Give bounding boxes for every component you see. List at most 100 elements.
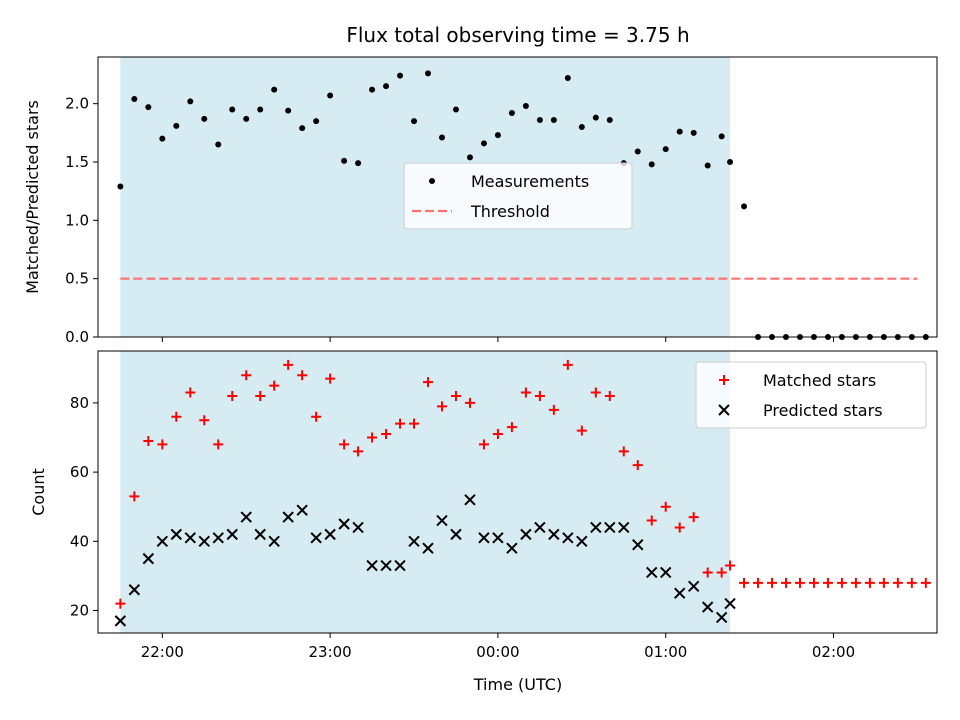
panel-1-point xyxy=(325,373,336,384)
panel-0-point xyxy=(480,140,487,147)
panel-1-y-tick-label: 80 xyxy=(70,394,89,412)
panel-1-point xyxy=(725,560,736,571)
y-axis-label-count: Count xyxy=(29,468,48,516)
panel-0-point xyxy=(522,103,529,109)
panel-1-point xyxy=(576,535,588,548)
panel-0-point xyxy=(466,154,473,161)
panel-1-point xyxy=(604,521,616,534)
panel-1-point xyxy=(450,390,461,401)
panel-0-point xyxy=(383,83,390,90)
panel-1-point xyxy=(590,521,602,534)
panel-1-point xyxy=(254,528,266,541)
x-tick-label: 22:00 xyxy=(141,643,184,661)
panel-1-point xyxy=(632,460,643,471)
panel-1-point xyxy=(268,535,280,548)
panel-1-point xyxy=(506,422,517,433)
panel-0-point xyxy=(355,160,362,167)
panel-1-point xyxy=(906,577,917,588)
panel-1-point xyxy=(296,504,308,516)
panel-1-point xyxy=(660,566,672,579)
panel-1-point xyxy=(143,435,154,446)
panel-1-point xyxy=(310,532,322,544)
panel-1-point xyxy=(185,387,196,398)
panel-1-point xyxy=(114,615,127,627)
panel-1-point xyxy=(115,598,126,609)
panel-1-point xyxy=(646,515,657,526)
panel-1-point xyxy=(311,411,322,422)
panel-0-point xyxy=(452,106,459,113)
panel-1-point xyxy=(716,567,727,578)
panel-1-point xyxy=(269,380,280,391)
panel-0-point xyxy=(634,148,641,155)
panel-1-point xyxy=(822,577,833,588)
panel-1-point xyxy=(339,439,350,450)
panel-1-point xyxy=(381,429,392,440)
panel-1-legend-swatch xyxy=(719,375,729,385)
panel-1-point xyxy=(409,418,420,429)
panel-0-point xyxy=(704,162,711,169)
panel-1-point xyxy=(450,528,462,541)
panel-0-legend-label: Measurements xyxy=(471,172,589,191)
panel-1-point xyxy=(352,521,364,534)
panel-1-point xyxy=(632,539,644,551)
panel-0-point xyxy=(271,86,278,93)
panel-1-point xyxy=(618,521,630,534)
panel-0-legend-label: Threshold xyxy=(470,202,550,221)
panel-0-point xyxy=(508,110,515,116)
panel-0-point xyxy=(117,183,124,190)
panel-0-point xyxy=(369,86,376,93)
y-axis-label-ratio: Matched/Predicted stars xyxy=(23,100,42,294)
panel-1-point xyxy=(534,390,545,401)
panel-1-point xyxy=(808,577,819,588)
x-tick-label: 02:00 xyxy=(812,643,855,661)
panel-1-point xyxy=(240,511,252,523)
x-tick-label: 01:00 xyxy=(644,643,687,661)
panel-0-point xyxy=(425,70,432,77)
panel-1-point xyxy=(548,528,560,541)
panel-0-frame xyxy=(97,56,938,338)
panel-1-point xyxy=(688,512,699,523)
panel-1-y-tick-label: 20 xyxy=(70,602,89,620)
panel-1-point xyxy=(297,370,308,381)
panel-1-point xyxy=(794,577,805,588)
panel-0-point xyxy=(564,75,571,81)
panel-1-point xyxy=(198,535,210,548)
panel-1-point xyxy=(520,528,532,541)
panel-1-point xyxy=(395,418,406,429)
panel-0-legend-swatch xyxy=(429,178,435,184)
panel-0-y-tick-label: 1.0 xyxy=(65,211,89,229)
panel-1-legend-label: Matched stars xyxy=(763,371,876,390)
panel-0-point xyxy=(494,132,501,139)
panel-1-point xyxy=(394,559,406,572)
panel-1-point xyxy=(590,387,601,398)
panel-1-point xyxy=(576,425,587,436)
panel-1-point xyxy=(241,370,252,381)
panel-0-point xyxy=(662,146,669,153)
panel-0-y-tick-label: 0.5 xyxy=(65,270,89,288)
panel-1-point xyxy=(702,567,713,578)
panel-1-point xyxy=(338,518,350,530)
panel-0-point xyxy=(411,118,418,125)
panel-1-point xyxy=(142,552,155,565)
panel-0-point xyxy=(578,124,585,130)
panel-1-point xyxy=(753,577,764,588)
panel-1-point xyxy=(367,432,378,443)
panel-1-y-tick-label: 60 xyxy=(70,463,89,481)
panel-0-point xyxy=(215,141,222,148)
panel-1-point xyxy=(618,446,629,457)
panel-1-point xyxy=(478,439,489,450)
panel-1-frame xyxy=(97,350,938,634)
panel-1-point xyxy=(780,577,791,588)
panel-1-point xyxy=(766,577,777,588)
panel-1-point xyxy=(506,542,518,554)
panel-1-point xyxy=(170,528,183,541)
panel-0-point xyxy=(592,114,599,121)
panel-1-point xyxy=(128,584,141,596)
panel-1-point xyxy=(604,390,615,401)
x-tick-label: 23:00 xyxy=(309,643,352,661)
panel-0-point xyxy=(285,107,292,114)
panel-1-point xyxy=(324,528,336,541)
panel-1-point xyxy=(212,532,224,544)
panel-1-point xyxy=(422,542,434,554)
